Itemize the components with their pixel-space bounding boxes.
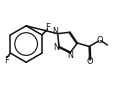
Text: O: O	[97, 36, 103, 45]
Text: F: F	[45, 23, 50, 32]
Text: O: O	[86, 57, 93, 66]
Text: F: F	[4, 56, 9, 65]
Text: N: N	[54, 43, 60, 52]
Text: N: N	[67, 51, 73, 60]
Text: N: N	[52, 27, 58, 36]
